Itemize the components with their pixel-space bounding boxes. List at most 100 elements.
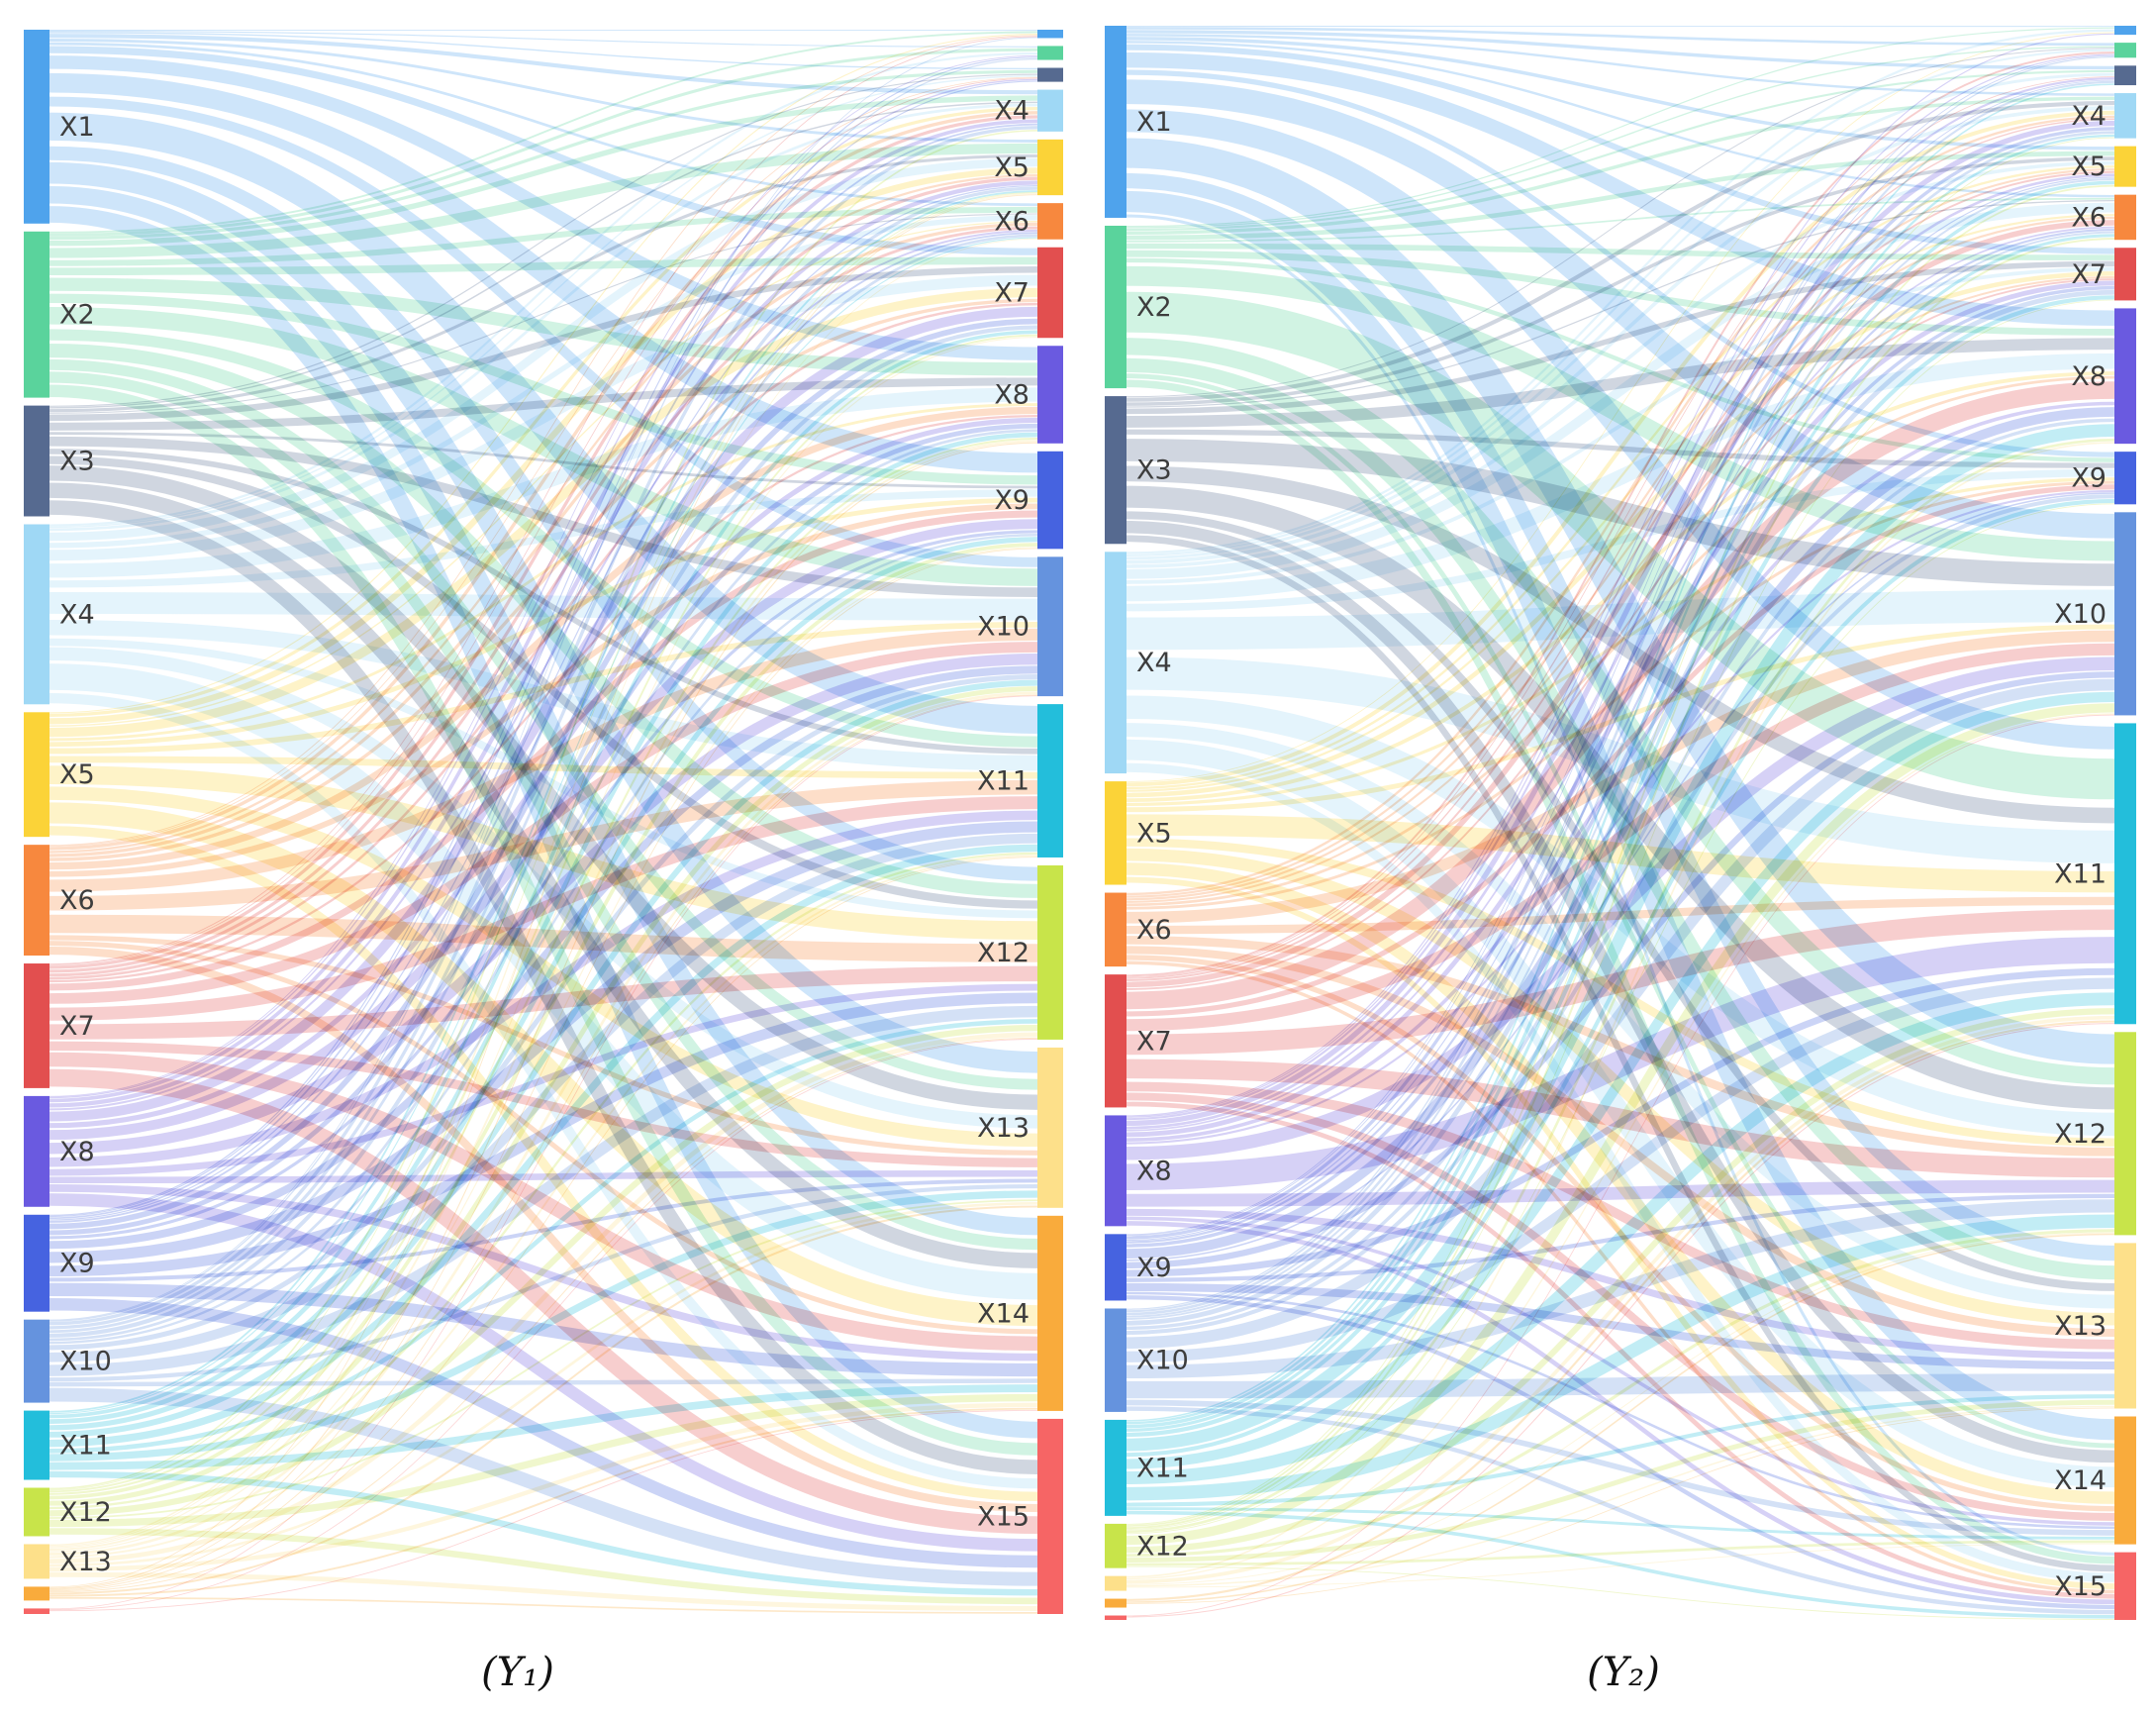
target-label-x14: X14	[2054, 1465, 2107, 1496]
flow-x8-to-x13	[49, 1169, 1038, 1184]
flow-x7-to-x3	[49, 77, 1038, 965]
flow-x6-to-x5	[49, 174, 1038, 854]
target-node-x10[interactable]	[2114, 512, 2136, 716]
target-label-x12: X12	[977, 938, 1029, 968]
source-node-x12[interactable]	[1105, 1523, 1127, 1568]
target-node-x3[interactable]	[1037, 67, 1063, 82]
flow-x10-to-x8	[49, 429, 1038, 1342]
target-node-x8[interactable]	[1037, 346, 1063, 444]
flow-x1-to-x8	[49, 55, 1038, 360]
target-node-x14[interactable]	[1037, 1215, 1063, 1411]
source-node-x2[interactable]	[1105, 225, 1127, 389]
target-node-x2[interactable]	[2114, 43, 2136, 58]
target-node-x6[interactable]	[1037, 203, 1063, 240]
flow-x14-to-x12	[1126, 1233, 2115, 1603]
source-node-x12[interactable]	[24, 1487, 49, 1537]
flow-x10-to-x3	[1126, 80, 2115, 1313]
flow-x8-to-x9	[1126, 489, 2115, 1145]
flow-x10-to-x8	[1126, 418, 2115, 1331]
source-node-x14[interactable]	[1105, 1598, 1127, 1608]
target-node-x15[interactable]	[2114, 1552, 2136, 1620]
target-node-x13[interactable]	[2114, 1243, 2136, 1409]
source-label-x8: X8	[1136, 1156, 1172, 1186]
source-node-x1[interactable]	[24, 30, 49, 224]
target-label-x11: X11	[977, 766, 1029, 797]
source-label-x5: X5	[1136, 818, 1172, 849]
source-node-x6[interactable]	[24, 845, 49, 957]
flow-x10-to-x13	[49, 1183, 1038, 1382]
target-node-x14[interactable]	[2114, 1416, 2136, 1545]
flow-x7-to-x8	[49, 414, 1038, 983]
flow-x4-to-x7	[1126, 266, 2115, 584]
source-node-x4[interactable]	[1105, 552, 1127, 774]
source-node-x7[interactable]	[1105, 974, 1127, 1108]
source-label-x2: X2	[1136, 292, 1172, 323]
target-node-x11[interactable]	[2114, 723, 2136, 1025]
flow-x1-to-x2	[49, 31, 1038, 48]
source-node-x9[interactable]	[24, 1214, 49, 1312]
target-node-x6[interactable]	[2114, 194, 2136, 241]
flow-x11-to-x8	[1126, 424, 2115, 1452]
source-node-x14[interactable]	[24, 1586, 49, 1601]
source-node-x8[interactable]	[1105, 1115, 1127, 1227]
flow-x15-to-x11	[1126, 1023, 2115, 1618]
target-node-x4[interactable]	[2114, 93, 2136, 139]
target-node-x12[interactable]	[1037, 864, 1063, 1040]
target-node-x5[interactable]	[2114, 146, 2136, 187]
target-node-x15[interactable]	[1037, 1418, 1063, 1614]
target-node-x9[interactable]	[1037, 451, 1063, 550]
flow-x12-to-x8	[1126, 439, 2115, 1534]
target-node-x12[interactable]	[2114, 1032, 2136, 1236]
node-layer	[24, 30, 1063, 1614]
flow-x12-to-x5	[1126, 184, 2115, 1527]
flow-x9-to-x2	[49, 56, 1038, 1216]
source-node-x4[interactable]	[24, 524, 49, 705]
source-node-x11[interactable]	[1105, 1419, 1127, 1516]
target-node-x13[interactable]	[1037, 1047, 1063, 1208]
target-node-x2[interactable]	[1037, 46, 1063, 60]
target-node-x4[interactable]	[1037, 89, 1063, 132]
target-node-x5[interactable]	[1037, 139, 1063, 196]
source-node-x1[interactable]	[1105, 26, 1127, 218]
source-node-x6[interactable]	[1105, 892, 1127, 967]
flow-x4-to-x15	[49, 692, 1038, 1489]
source-node-x5[interactable]	[24, 712, 49, 838]
source-node-x10[interactable]	[1105, 1308, 1127, 1412]
flow-x13-to-x12	[49, 1032, 1038, 1564]
target-node-x11[interactable]	[1037, 704, 1063, 858]
flow-x10-to-x2	[49, 57, 1038, 1322]
source-node-x13[interactable]	[24, 1544, 49, 1579]
source-node-x8[interactable]	[24, 1095, 49, 1207]
source-node-x15[interactable]	[24, 1608, 49, 1614]
target-node-x7[interactable]	[2114, 248, 2136, 301]
source-node-x3[interactable]	[24, 405, 49, 517]
target-label-x8: X8	[994, 380, 1029, 411]
source-node-x3[interactable]	[1105, 396, 1127, 545]
target-node-x3[interactable]	[2114, 65, 2136, 86]
flow-x7-to-x1	[49, 36, 1038, 964]
flow-x9-to-x13	[49, 1178, 1038, 1282]
target-node-x9[interactable]	[2114, 452, 2136, 505]
flow-x13-to-x7	[49, 336, 1038, 1549]
target-node-x8[interactable]	[2114, 308, 2136, 445]
flow-x14-to-x10	[49, 694, 1038, 1591]
flow-x4-to-x4	[49, 103, 1038, 532]
source-node-x15[interactable]	[1105, 1615, 1127, 1620]
source-node-x7[interactable]	[24, 963, 49, 1088]
target-node-x1[interactable]	[1037, 30, 1063, 39]
source-node-x9[interactable]	[1105, 1234, 1127, 1301]
flow-x7-to-x2	[1126, 51, 2115, 977]
source-node-x10[interactable]	[24, 1319, 49, 1403]
source-node-x13[interactable]	[1105, 1575, 1127, 1591]
flow-x2-to-x1	[49, 31, 1038, 234]
target-node-x7[interactable]	[1037, 247, 1063, 339]
source-node-x2[interactable]	[24, 231, 49, 398]
target-node-x10[interactable]	[1037, 556, 1063, 697]
flow-x11-to-x4	[1126, 134, 2115, 1425]
target-node-x1[interactable]	[2114, 26, 2136, 36]
source-label-x12: X12	[59, 1497, 112, 1528]
source-node-x11[interactable]	[24, 1410, 49, 1480]
source-node-x5[interactable]	[1105, 781, 1127, 885]
flow-x10-to-x12	[1126, 1199, 2115, 1379]
flow-x1-to-x5	[1126, 37, 2115, 151]
